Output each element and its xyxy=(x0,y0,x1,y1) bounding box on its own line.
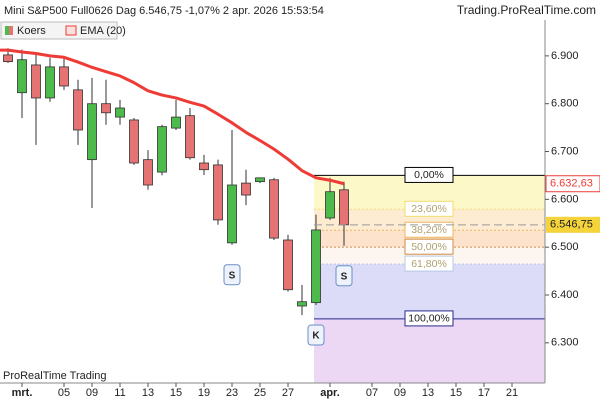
fib-label-box xyxy=(404,166,454,183)
x-tick-label: 07 xyxy=(366,387,378,399)
fib-label: 50,00% xyxy=(411,241,447,253)
fib-label-box xyxy=(404,200,454,217)
y-tick-label: 6.900 xyxy=(551,50,579,62)
fib-label-box xyxy=(404,238,454,255)
y-tick-label: 6.300 xyxy=(551,337,579,349)
candle-body xyxy=(325,191,335,219)
candle-body xyxy=(311,229,321,304)
annotation: K xyxy=(312,331,320,342)
fib-label-box xyxy=(404,310,454,327)
title-bar xyxy=(0,0,600,20)
x-tick-label: 05 xyxy=(58,387,70,399)
y-tick-label: 6.500 xyxy=(551,241,579,253)
candle-body xyxy=(157,126,167,173)
fib-label: 61,80% xyxy=(411,258,447,270)
x-tick-label: 23 xyxy=(226,387,238,399)
legend-label: EMA (20) xyxy=(80,25,126,37)
x-tick-label: 13 xyxy=(422,387,434,399)
annotation: S xyxy=(229,270,236,281)
x-tick-label: 15 xyxy=(450,387,462,399)
legend-icon xyxy=(65,25,77,36)
candle-body xyxy=(31,64,41,99)
footer: ProRealTime Trading xyxy=(3,370,107,382)
candle-body xyxy=(241,182,251,196)
ema-price-label: 6.632,63 xyxy=(550,178,593,190)
candle-body xyxy=(339,189,349,226)
candle-body xyxy=(129,119,139,164)
candle-body xyxy=(101,103,111,114)
candle-body xyxy=(45,66,55,99)
legend xyxy=(0,21,118,40)
annotation-box xyxy=(307,324,325,346)
fib-label: 23,60% xyxy=(411,203,447,215)
ema-line xyxy=(0,48,345,186)
fib-label: 0,00% xyxy=(414,169,444,181)
candle-body xyxy=(213,164,223,221)
close-price-label: 6.546,75 xyxy=(550,219,593,231)
legend-icon xyxy=(9,26,13,35)
legend-label: Koers xyxy=(17,25,46,37)
x-tick-label: apr. xyxy=(320,387,340,399)
legend-icon xyxy=(5,26,9,35)
ema-price-box xyxy=(545,175,600,193)
candle-body xyxy=(59,66,69,87)
x-tick-label: mrt. xyxy=(12,387,33,399)
annotation: S xyxy=(341,271,348,282)
x-tick-label: 25 xyxy=(254,387,266,399)
candle-body xyxy=(115,107,125,118)
fib-label-box xyxy=(404,255,454,272)
candle-body xyxy=(297,301,307,307)
annotation-box xyxy=(223,264,241,286)
candle-body xyxy=(199,162,209,171)
candle-body xyxy=(143,159,153,186)
fib-label: 100,00% xyxy=(408,313,449,325)
x-tick-label: 13 xyxy=(142,387,154,399)
candle-body xyxy=(87,103,97,161)
candle-body xyxy=(73,89,83,131)
fib-label-box xyxy=(404,221,454,238)
x-tick-label: 09 xyxy=(86,387,98,399)
y-tick-label: 6.800 xyxy=(551,98,579,110)
x-tick-label: 17 xyxy=(478,387,490,399)
x-tick-label: 27 xyxy=(282,387,294,399)
x-tick-label: 19 xyxy=(198,387,210,399)
x-tick-label: 09 xyxy=(394,387,406,399)
source: Trading.ProRealTime.com xyxy=(457,3,596,17)
annotation-box xyxy=(335,265,353,287)
candle-body xyxy=(3,54,13,63)
y-tick-label: 6.700 xyxy=(551,145,579,157)
candle-body xyxy=(171,116,181,129)
x-tick-label: 15 xyxy=(170,387,182,399)
y-tick-label: 6.600 xyxy=(551,193,579,205)
fib-label: 38,20% xyxy=(411,224,447,236)
close-price-box xyxy=(546,216,600,233)
x-tick-label: 11 xyxy=(114,387,125,399)
candle-body xyxy=(17,59,27,94)
candle-body xyxy=(227,184,237,244)
fib-band xyxy=(314,318,545,383)
candle-body xyxy=(255,177,265,183)
candle-body xyxy=(283,239,293,291)
candle-body xyxy=(269,179,279,239)
y-tick-label: 6.400 xyxy=(551,289,579,301)
candle-body xyxy=(185,115,195,159)
x-tick-label: 21 xyxy=(506,387,518,399)
chart-title: Mini S&P500 Full0626 Dag 6.546,75 -1,07%… xyxy=(4,5,324,17)
